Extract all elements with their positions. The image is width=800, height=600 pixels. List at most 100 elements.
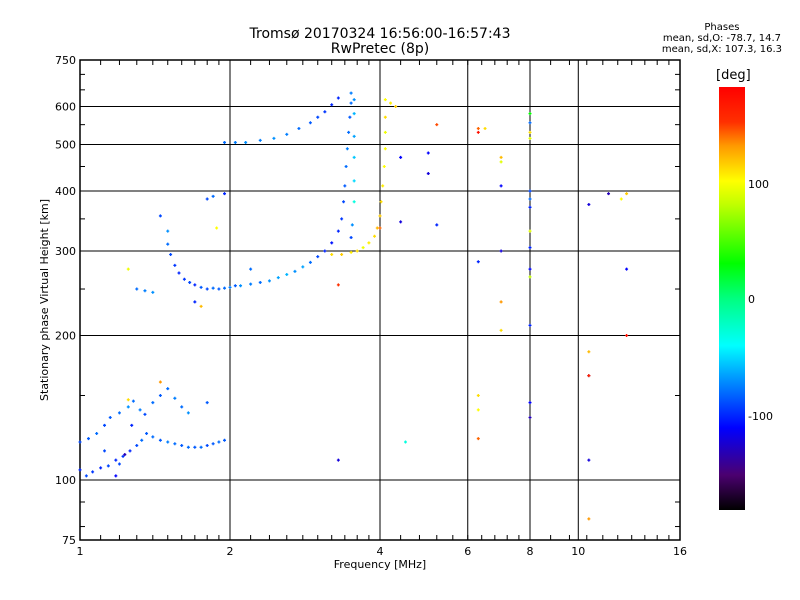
data-point [528, 197, 532, 201]
data-point [528, 275, 532, 279]
data-point [158, 438, 162, 442]
data-point [166, 242, 170, 246]
data-point [352, 155, 356, 159]
data-point [166, 387, 170, 391]
data-point [344, 164, 348, 168]
data-point [114, 474, 118, 478]
data-point [349, 236, 353, 240]
data-point [215, 226, 219, 230]
x-axis-label: Frequency [MHz] [334, 558, 426, 571]
data-point [211, 286, 215, 290]
data-point [135, 287, 139, 291]
data-point [528, 229, 532, 233]
data-point [349, 101, 353, 105]
data-point [483, 126, 487, 130]
data-point [399, 155, 403, 159]
data-point [499, 160, 503, 164]
data-point [78, 440, 82, 444]
data-point [528, 189, 532, 193]
data-point [476, 437, 480, 441]
data-point [352, 112, 356, 116]
data-point [258, 280, 262, 284]
x-tick-label: 6 [464, 545, 471, 558]
data-point [336, 283, 340, 287]
data-point [383, 147, 387, 151]
data-point [399, 220, 403, 224]
x-tick-label: 8 [527, 545, 534, 558]
data-point [316, 255, 320, 259]
data-point [169, 253, 173, 257]
data-point [158, 214, 162, 218]
data-point [378, 214, 382, 218]
x-tick-label: 16 [673, 545, 687, 558]
data-point [106, 464, 110, 468]
data-point [355, 249, 359, 253]
phase-legend: Phases mean, sd,O: -78.7, 14.7 mean, sd,… [662, 22, 782, 55]
data-point [352, 134, 356, 138]
data-point [108, 415, 112, 419]
data-point [330, 253, 334, 257]
data-point [382, 164, 386, 168]
data-point [476, 394, 480, 398]
data-point [345, 147, 349, 151]
data-point [308, 260, 312, 264]
data-point [126, 267, 130, 271]
y-tick-label: 300 [55, 245, 76, 258]
data-point [499, 249, 503, 253]
colorbar-tick-100: 100 [748, 178, 769, 191]
data-point [158, 394, 162, 398]
data-point [151, 290, 155, 294]
data-point [528, 121, 532, 125]
data-point [91, 470, 95, 474]
data-point [383, 115, 387, 119]
data-point [211, 442, 215, 446]
y-tick-label: 750 [55, 54, 76, 67]
data-point [373, 234, 377, 238]
data-point [340, 217, 344, 221]
data-point [607, 192, 611, 196]
colorbar-tick-0: 0 [748, 293, 755, 306]
data-point [301, 265, 305, 269]
data-point [217, 440, 221, 444]
data-point [499, 328, 503, 332]
data-point [223, 140, 227, 144]
data-point [383, 130, 387, 134]
data-point [249, 267, 253, 271]
data-point [352, 179, 356, 183]
data-point [78, 468, 82, 472]
data-point [499, 300, 503, 304]
data-point [528, 112, 532, 116]
data-point [336, 96, 340, 100]
data-point [86, 437, 90, 441]
data-point [528, 267, 532, 271]
data-point [330, 103, 334, 107]
data-point [336, 229, 340, 233]
data-point [342, 200, 346, 204]
data-point [330, 241, 334, 245]
y-tick-label: 100 [55, 474, 76, 487]
data-point [123, 453, 127, 457]
data-point [350, 223, 354, 227]
data-point [499, 155, 503, 159]
data-point [205, 287, 209, 291]
data-point [228, 285, 232, 289]
data-point [352, 200, 356, 204]
data-point [348, 115, 352, 119]
data-point [528, 205, 532, 209]
data-point [138, 408, 142, 412]
data-point [166, 440, 170, 444]
data-point [84, 474, 88, 478]
data-point [528, 136, 532, 140]
data-point [272, 136, 276, 140]
data-point [223, 192, 227, 196]
data-point [381, 184, 385, 188]
chart-subtitle: RwPretec (8p) [330, 41, 430, 57]
data-point [121, 454, 125, 458]
chart-title: Tromsø 20170324 16:56:00-16:57:43 [249, 26, 511, 42]
data-point [95, 432, 99, 436]
data-point [323, 110, 327, 114]
y-tick-label: 400 [55, 185, 76, 198]
data-point [158, 380, 162, 384]
data-point [476, 130, 480, 134]
